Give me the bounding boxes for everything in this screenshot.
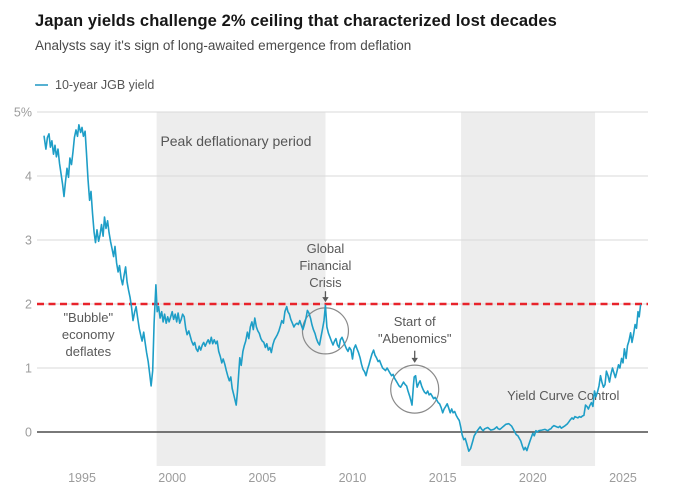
- annotation-gfc-line-1: Global: [307, 241, 345, 256]
- gfc-arrowhead-icon: [322, 297, 329, 303]
- x-tick-label-1995: 1995: [68, 471, 96, 485]
- y-tick-label-5: 5%: [14, 106, 32, 120]
- chart-subtitle: Analysts say it's sign of long-awaited e…: [35, 38, 412, 53]
- x-axis-labels: 1995 2000 2005 2010 2015 2020 2025: [68, 471, 637, 485]
- y-tick-label-1: 1: [25, 362, 32, 376]
- legend: 10-year JGB yield: [35, 78, 154, 92]
- annotation-abenomics-line-1: Start of: [394, 314, 436, 329]
- x-tick-label-2020: 2020: [519, 471, 547, 485]
- shaded-regions: [156, 112, 596, 466]
- y-tick-label-0: 0: [25, 426, 32, 440]
- abenomics-arrowhead-icon: [411, 357, 418, 363]
- y-tick-label-4: 4: [25, 170, 32, 184]
- x-tick-label-2000: 2000: [158, 471, 186, 485]
- annotation-gfc-line-2: Financial: [299, 258, 351, 273]
- annotation-bubble-economy-line-1: "Bubble": [63, 310, 113, 325]
- abenomics-highlight-circle: [390, 364, 440, 414]
- x-tick-label-2015: 2015: [429, 471, 457, 485]
- annotation-ycc-line-1: Yield Curve Control: [507, 388, 619, 403]
- x-tick-label-2010: 2010: [339, 471, 367, 485]
- shaded-region-2: [461, 112, 596, 466]
- annotation-bubble-economy-line-2: economy: [62, 327, 115, 342]
- annotation-abenomics-line-2: "Abenomics": [378, 331, 452, 346]
- y-axis-labels: 5% 4 3 2 1 0: [14, 106, 32, 440]
- chart-title: Japan yields challenge 2% ceiling that c…: [35, 12, 557, 30]
- shaded-region-1: [156, 112, 326, 466]
- yield-line-series: [43, 124, 642, 453]
- annotation-peak-deflation-line-1: Peak deflationary period: [160, 133, 311, 149]
- y-tick-label-2: 2: [25, 298, 32, 312]
- legend-label: 10-year JGB yield: [55, 78, 155, 92]
- annotation-gfc-line-3: Crisis: [309, 275, 342, 290]
- annotations: "Bubble" economy deflates Peak deflationary…: [62, 133, 620, 414]
- x-tick-label-2025: 2025: [609, 471, 637, 485]
- y-tick-label-3: 3: [25, 234, 32, 248]
- x-tick-label-2005: 2005: [248, 471, 276, 485]
- annotation-bubble-economy-line-3: deflates: [66, 344, 112, 359]
- legend-line-swatch-icon: [35, 84, 48, 86]
